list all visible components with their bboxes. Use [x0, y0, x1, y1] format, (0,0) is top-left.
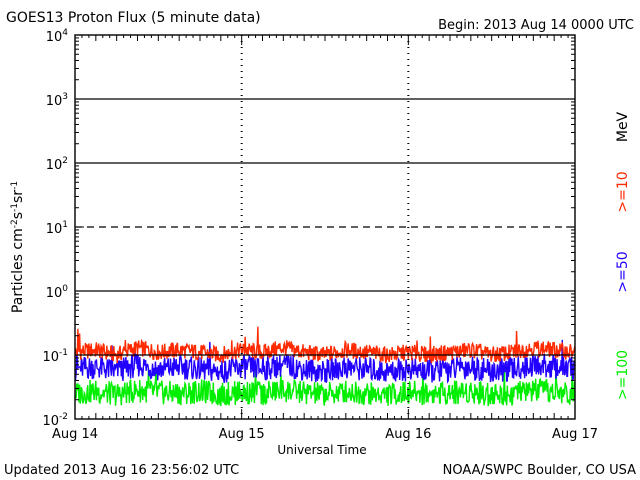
y-tick-exponent: 3: [62, 92, 68, 102]
series-line: [74, 339, 576, 384]
x-tick-label: Aug 17: [552, 427, 598, 442]
y-tick-base: 10: [46, 286, 63, 301]
y-tick-base: 10: [42, 350, 59, 365]
y-tick-exponent: 2: [62, 156, 68, 166]
y-tick-label: 103: [46, 92, 68, 109]
legend-entry: >=50: [615, 251, 631, 292]
y-tick-base: 10: [46, 94, 63, 109]
y-tick-label: 102: [46, 156, 68, 173]
legend-entry: >=10: [615, 171, 631, 212]
y-tick-label: 101: [46, 220, 68, 237]
legend-entry: >=100: [615, 350, 631, 400]
y-tick-exponent: -2: [59, 412, 68, 422]
x-axis-label: Universal Time: [277, 443, 366, 457]
y-tick-base: 10: [46, 158, 63, 173]
chart-title: GOES13 Proton Flux (5 minute data): [6, 10, 261, 26]
y-axis-label-exp: -1: [10, 181, 20, 190]
y-axis-label-part: Particles cm: [10, 228, 26, 313]
y-axis-label-exp: -1: [10, 203, 20, 212]
credit-label: NOAA/SWPC Boulder, CO USA: [443, 463, 636, 478]
y-tick-label: 104: [46, 28, 69, 45]
series-line: [74, 364, 576, 407]
series-line: [74, 326, 576, 364]
y-tick-label: 10-2: [42, 412, 68, 429]
updated-timestamp: Updated 2013 Aug 16 23:56:02 UTC: [4, 463, 239, 478]
x-tick-label: Aug 14: [52, 427, 98, 442]
y-axis-label-part: s: [10, 212, 26, 219]
legend: >=10 >=50 >=100: [615, 171, 631, 400]
y-axis-label-part: sr: [10, 190, 26, 203]
grid-layer: [75, 35, 575, 419]
y-tick-exponent: -1: [59, 348, 68, 358]
y-tick-base: 10: [46, 222, 63, 237]
y-tick-base: 10: [42, 414, 59, 429]
x-tick-label: Aug 16: [385, 427, 431, 442]
y-tick-exponent: 1: [62, 220, 68, 230]
y-axis-label: Particles cm-2s-1sr-1: [10, 181, 26, 313]
series-layer: [74, 326, 576, 407]
legend-unit: MeV: [615, 111, 631, 142]
y-tick-exponent: 0: [62, 284, 68, 294]
begin-date-label: Begin: 2013 Aug 14 0000 UTC: [438, 18, 634, 33]
y-tick-base: 10: [46, 30, 63, 45]
x-tick-label: Aug 15: [219, 427, 265, 442]
y-tick-exponent: 4: [62, 28, 68, 38]
y-axis-label-exp: -2: [10, 219, 20, 228]
y-tick-label: 100: [46, 284, 69, 301]
y-tick-label: 10-1: [42, 348, 68, 365]
